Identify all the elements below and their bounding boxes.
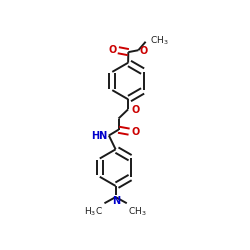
Text: O: O [131,105,139,115]
Text: N: N [112,196,120,206]
Text: O: O [140,46,148,56]
Text: O: O [108,45,116,55]
Text: CH$_3$: CH$_3$ [128,206,147,218]
Text: O: O [132,127,140,137]
Text: H$_3$C: H$_3$C [84,206,103,218]
Text: CH$_3$: CH$_3$ [150,34,169,47]
Text: HN: HN [91,131,107,141]
